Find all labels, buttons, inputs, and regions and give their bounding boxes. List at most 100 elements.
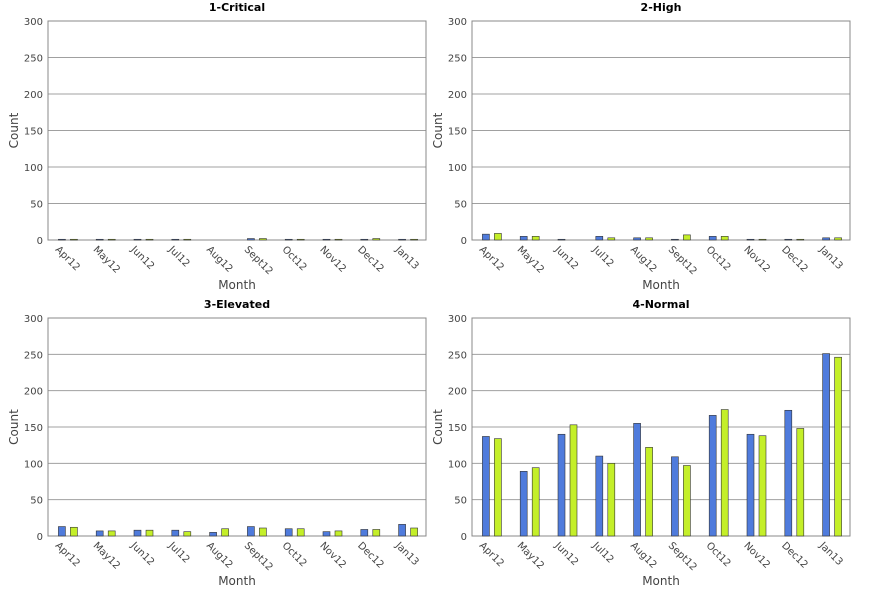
chart-panel: 0 50 100 150 200 250 300 Apr12 May12 Jun12 Jul12 Au… <box>7 298 427 588</box>
bar-series-1 <box>58 238 66 241</box>
bar-series-1 <box>171 238 180 241</box>
y-tick-label: 0 <box>461 532 467 543</box>
bar-series-2 <box>107 238 116 241</box>
x-tick-label: Jan13 <box>816 244 844 272</box>
y-tick-label: 200 <box>24 387 43 398</box>
bar-series-2 <box>683 234 691 241</box>
y-tick-label: 50 <box>454 496 467 507</box>
x-tick-label: Oct12 <box>280 244 309 273</box>
y-tick-label: 300 <box>24 314 43 325</box>
y-tick-label: 250 <box>24 350 43 361</box>
y-tick-label: 300 <box>448 17 467 28</box>
bar-series-2 <box>494 438 502 537</box>
x-tick-label: Jul12 <box>589 540 615 566</box>
bar-series-1 <box>557 238 566 241</box>
plot-border <box>471 317 851 537</box>
bar-series-1 <box>595 236 604 241</box>
y-tick-label: 300 <box>24 17 43 28</box>
bar-series-2 <box>183 238 192 241</box>
x-tick-label: Jul12 <box>165 540 191 566</box>
x-tick-label: Jul12 <box>165 244 191 270</box>
bar-series-2 <box>834 356 842 537</box>
x-tick-label: Nov12 <box>317 244 348 275</box>
bar-series-2 <box>720 409 729 537</box>
x-tick-label: Apr12 <box>477 244 506 273</box>
chart-panel: 0 50 100 150 200 250 300 Apr12 May12 Jun12 Jul12 Au… <box>7 1 427 292</box>
x-tick-label: Apr12 <box>53 540 82 569</box>
bar-series-2 <box>569 424 578 537</box>
y-tick-label: 100 <box>24 459 43 470</box>
bar-series-2 <box>607 463 616 537</box>
x-tick-label: Jan13 <box>392 244 420 272</box>
bar-series-2 <box>334 238 343 241</box>
bar-series-2 <box>834 237 842 241</box>
bar-series-1 <box>822 237 830 241</box>
bar-series-1 <box>360 238 369 241</box>
bar-series-1 <box>822 353 830 537</box>
y-tick-label: 100 <box>448 163 467 174</box>
y-axis-label: Count <box>7 409 21 445</box>
x-tick-label: Sept12 <box>666 540 699 573</box>
bar-series-1 <box>322 238 331 241</box>
bar-series-1 <box>284 238 293 241</box>
bar-series-2 <box>259 527 267 537</box>
x-tick-label: Aug12 <box>628 244 659 275</box>
bar-series-1 <box>519 236 528 241</box>
x-tick-label: Apr12 <box>477 540 506 569</box>
x-tick-label: Sept12 <box>666 244 699 277</box>
y-tick-label: 300 <box>448 314 467 325</box>
bar-series-2 <box>372 529 381 537</box>
x-tick-label: Oct12 <box>280 540 309 569</box>
y-tick-label: 150 <box>24 423 43 434</box>
bar-series-2 <box>183 531 192 537</box>
bar-series-1 <box>633 237 641 241</box>
bar-series-1 <box>133 238 142 241</box>
bar-series-2 <box>683 465 691 537</box>
bar-series-2 <box>531 467 540 537</box>
x-tick-label: Jan13 <box>392 540 420 568</box>
x-tick-label: Nov12 <box>741 540 772 571</box>
bar-series-2 <box>372 238 381 241</box>
bar-series-2 <box>720 236 729 241</box>
bar-series-1 <box>519 471 528 537</box>
x-tick-label: Jun12 <box>128 244 157 273</box>
y-tick-label: 100 <box>448 459 467 470</box>
bar-series-2 <box>145 529 154 537</box>
y-tick-label: 0 <box>461 236 467 247</box>
x-tick-label: Jun12 <box>128 540 157 569</box>
x-axis-label: Month <box>642 574 680 588</box>
bar-series-2 <box>145 238 154 241</box>
x-tick-label: Apr12 <box>53 244 82 273</box>
bar-series-1 <box>708 236 717 241</box>
bar-series-1 <box>784 409 793 537</box>
bar-series-2 <box>221 528 229 537</box>
y-axis-label: Count <box>431 112 445 148</box>
y-tick-label: 0 <box>37 236 43 247</box>
bar-series-2 <box>531 236 540 241</box>
bar-series-2 <box>410 238 418 241</box>
bar-series-1 <box>595 455 604 537</box>
bar-series-1 <box>671 238 679 241</box>
x-tick-label: May12 <box>91 540 122 571</box>
bar-series-1 <box>633 423 641 537</box>
bar-series-2 <box>334 530 343 537</box>
bar-series-1 <box>746 238 755 241</box>
chart-panel: 0 50 100 150 200 250 300 Apr12 May12 Jun12 Jul12 Au… <box>431 1 851 292</box>
y-tick-label: 200 <box>448 90 467 101</box>
bar-series-1 <box>322 531 331 537</box>
bar-series-2 <box>796 238 805 241</box>
bar-series-2 <box>796 428 805 537</box>
x-tick-label: Sept12 <box>242 540 275 573</box>
bar-series-1 <box>708 415 717 537</box>
chart-panel: 0 50 100 150 200 250 300 Apr12 May12 Jun12 Jul12 Au… <box>431 298 851 588</box>
x-tick-label: Dec12 <box>355 244 385 274</box>
bar-series-1 <box>360 529 369 537</box>
x-tick-label: Dec12 <box>355 540 385 570</box>
x-tick-label: Aug12 <box>204 540 235 571</box>
plot-border <box>471 20 851 241</box>
bar-series-1 <box>398 238 406 241</box>
x-tick-label: Jun12 <box>552 244 581 273</box>
bar-series-2 <box>758 435 767 537</box>
bar-series-2 <box>70 526 78 537</box>
